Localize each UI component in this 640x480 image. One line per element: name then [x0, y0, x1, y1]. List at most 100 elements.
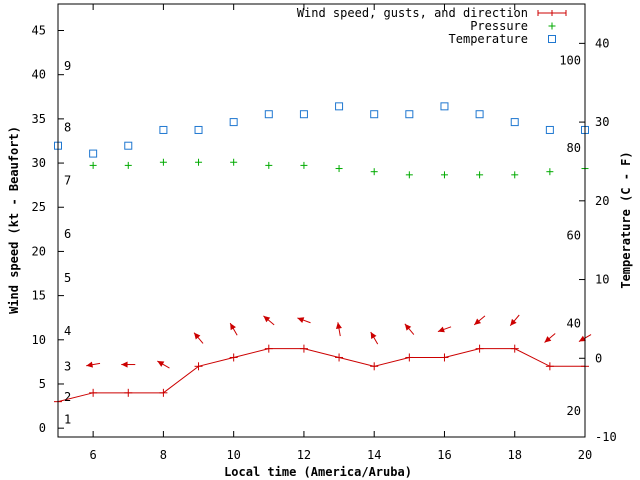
- wind-speed-point: [194, 362, 203, 371]
- pressure-point: [335, 165, 343, 173]
- temperature-point: [229, 118, 238, 127]
- beaufort-label: 3: [64, 359, 71, 373]
- x-tick-label: 6: [90, 448, 97, 462]
- legend-swatch-temperature: [548, 35, 556, 43]
- wind-direction-arrow: [509, 314, 520, 327]
- fahrenheit-label: 80: [567, 141, 581, 155]
- wind-direction-arrow: [157, 360, 170, 369]
- beaufort-label: 6: [64, 227, 71, 241]
- y-tick-label: 15: [32, 289, 46, 303]
- beaufort-label: 5: [64, 271, 71, 285]
- wind-speed-line: [57, 348, 585, 403]
- y-tick-label: 0: [39, 421, 46, 435]
- temperature-point: [370, 110, 379, 119]
- pressure-point: [440, 171, 448, 179]
- temperature-point: [89, 149, 98, 158]
- x-tick-label: 20: [578, 448, 592, 462]
- wind-direction-arrow: [370, 331, 379, 345]
- legend-label: Pressure: [470, 19, 528, 33]
- pressure-point: [265, 161, 273, 169]
- fahrenheit-label: 60: [567, 228, 581, 242]
- temperature-point: [405, 110, 414, 119]
- y2-tick-label: 10: [595, 273, 609, 287]
- temperature-point: [545, 125, 554, 134]
- y-tick-label: 40: [32, 68, 46, 82]
- x-tick-label: 16: [437, 448, 451, 462]
- legend-label: Wind speed, gusts, and direction: [297, 6, 528, 20]
- y-tick-label: 30: [32, 156, 46, 170]
- wind-direction-arrow: [263, 315, 275, 326]
- y-tick-label: 5: [39, 377, 46, 391]
- pressure-point: [159, 158, 167, 166]
- x-tick-label: 8: [160, 448, 167, 462]
- pressure-point: [511, 171, 519, 179]
- beaufort-label: 4: [64, 324, 71, 338]
- temperature-point: [124, 141, 133, 150]
- wind-direction-arrow: [473, 315, 486, 326]
- pressure-point: [124, 161, 132, 169]
- pressure-point: [370, 168, 378, 176]
- wind-speed-point: [405, 353, 414, 362]
- wind-speed-point: [370, 362, 379, 371]
- wind-speed-point: [264, 344, 273, 353]
- x-tick-label: 10: [226, 448, 240, 462]
- wind-speed-point: [475, 344, 484, 353]
- chart-axes: 6 8 10 12 14 16 18 20051015202530354045-1001020…: [32, 4, 617, 462]
- wind-direction-arrow: [297, 317, 311, 324]
- y-tick-label: 45: [32, 24, 46, 38]
- beaufort-label: 7: [64, 174, 71, 188]
- y-tick-label: 10: [32, 333, 46, 347]
- x-axis-label: Local time (America/Aruba): [224, 465, 412, 479]
- x-tick-label: 12: [297, 448, 311, 462]
- wind-speed-point: [89, 388, 98, 397]
- pressure-point: [405, 171, 413, 179]
- wind-speed-point: [229, 353, 238, 362]
- temperature-point: [335, 102, 344, 111]
- y2-tick-label: 20: [595, 194, 609, 208]
- chart-series: [54, 102, 592, 406]
- wind-direction-arrow: [437, 326, 452, 333]
- y2-tick-label: 40: [595, 36, 609, 50]
- wind-speed-point: [440, 353, 449, 362]
- wind-direction-arrow: [335, 322, 342, 337]
- wind-direction-arrow: [193, 332, 204, 344]
- temperature-point: [194, 125, 203, 134]
- wind-direction-arrow: [121, 361, 136, 368]
- beaufort-label: 2: [64, 390, 71, 404]
- y2-axis-label: Temperature (C - F): [619, 151, 633, 288]
- pressure-point: [89, 161, 97, 169]
- fahrenheit-label: 40: [567, 317, 581, 331]
- beaufort-label: 8: [64, 121, 71, 135]
- x-tick-label: 18: [508, 448, 522, 462]
- legend-label: Temperature: [449, 32, 528, 46]
- beaufort-label: 9: [64, 59, 71, 73]
- wind-direction-arrow: [544, 333, 556, 343]
- wind-speed-point: [299, 344, 308, 353]
- pressure-point: [230, 158, 238, 166]
- y-axis-label: Wind speed (kt - Beaufort): [7, 126, 21, 314]
- y2-tick-label: -10: [595, 430, 617, 444]
- wind-speed-point: [545, 362, 554, 371]
- beaufort-label: 1: [64, 412, 71, 426]
- pressure-point: [195, 158, 203, 166]
- wind-speed-point: [510, 344, 519, 353]
- pressure-point: [476, 171, 484, 179]
- temperature-point: [475, 110, 484, 119]
- wind-direction-arrow: [229, 322, 238, 336]
- temperature-point: [264, 110, 273, 119]
- temperature-point: [510, 118, 519, 127]
- plot-frame: [57, 3, 586, 438]
- temperature-point: [159, 125, 168, 134]
- pressure-point: [300, 161, 308, 169]
- fahrenheit-label: 20: [567, 404, 581, 418]
- y-tick-label: 20: [32, 244, 46, 258]
- y2-tick-label: 0: [595, 351, 602, 365]
- wind-speed-point: [124, 388, 133, 397]
- wind-direction-arrow: [404, 323, 415, 335]
- x-tick-label: 14: [367, 448, 381, 462]
- y2-tick-label: 30: [595, 115, 609, 129]
- temperature-point: [440, 102, 449, 111]
- pressure-point: [546, 168, 554, 176]
- wind-speed-point: [159, 388, 168, 397]
